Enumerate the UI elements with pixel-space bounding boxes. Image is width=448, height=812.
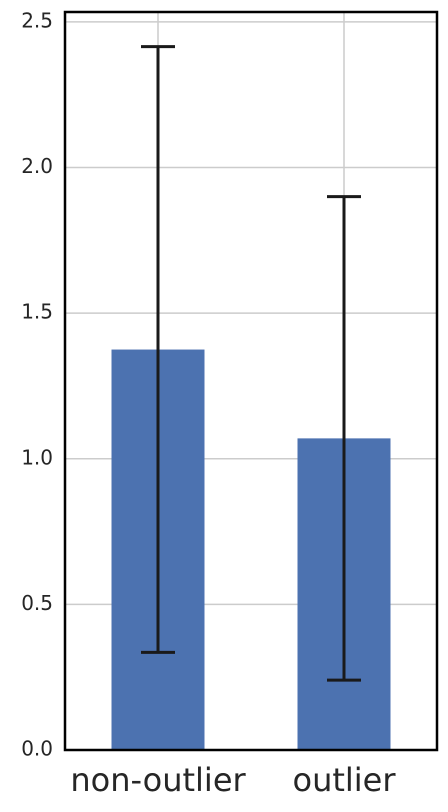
plot-frame (63, 10, 439, 752)
x-tick-label: non-outlier (70, 761, 246, 799)
y-tick-label: 0.0 (21, 737, 53, 761)
x-tick-label: outlier (292, 761, 396, 799)
y-tick-label: 2.0 (21, 154, 53, 178)
y-tick-label: 1.5 (21, 300, 53, 324)
y-tick-label: 1.0 (21, 445, 53, 469)
y-tick-label: 0.5 (21, 591, 53, 615)
y-tick-label: 2.5 (21, 8, 53, 32)
